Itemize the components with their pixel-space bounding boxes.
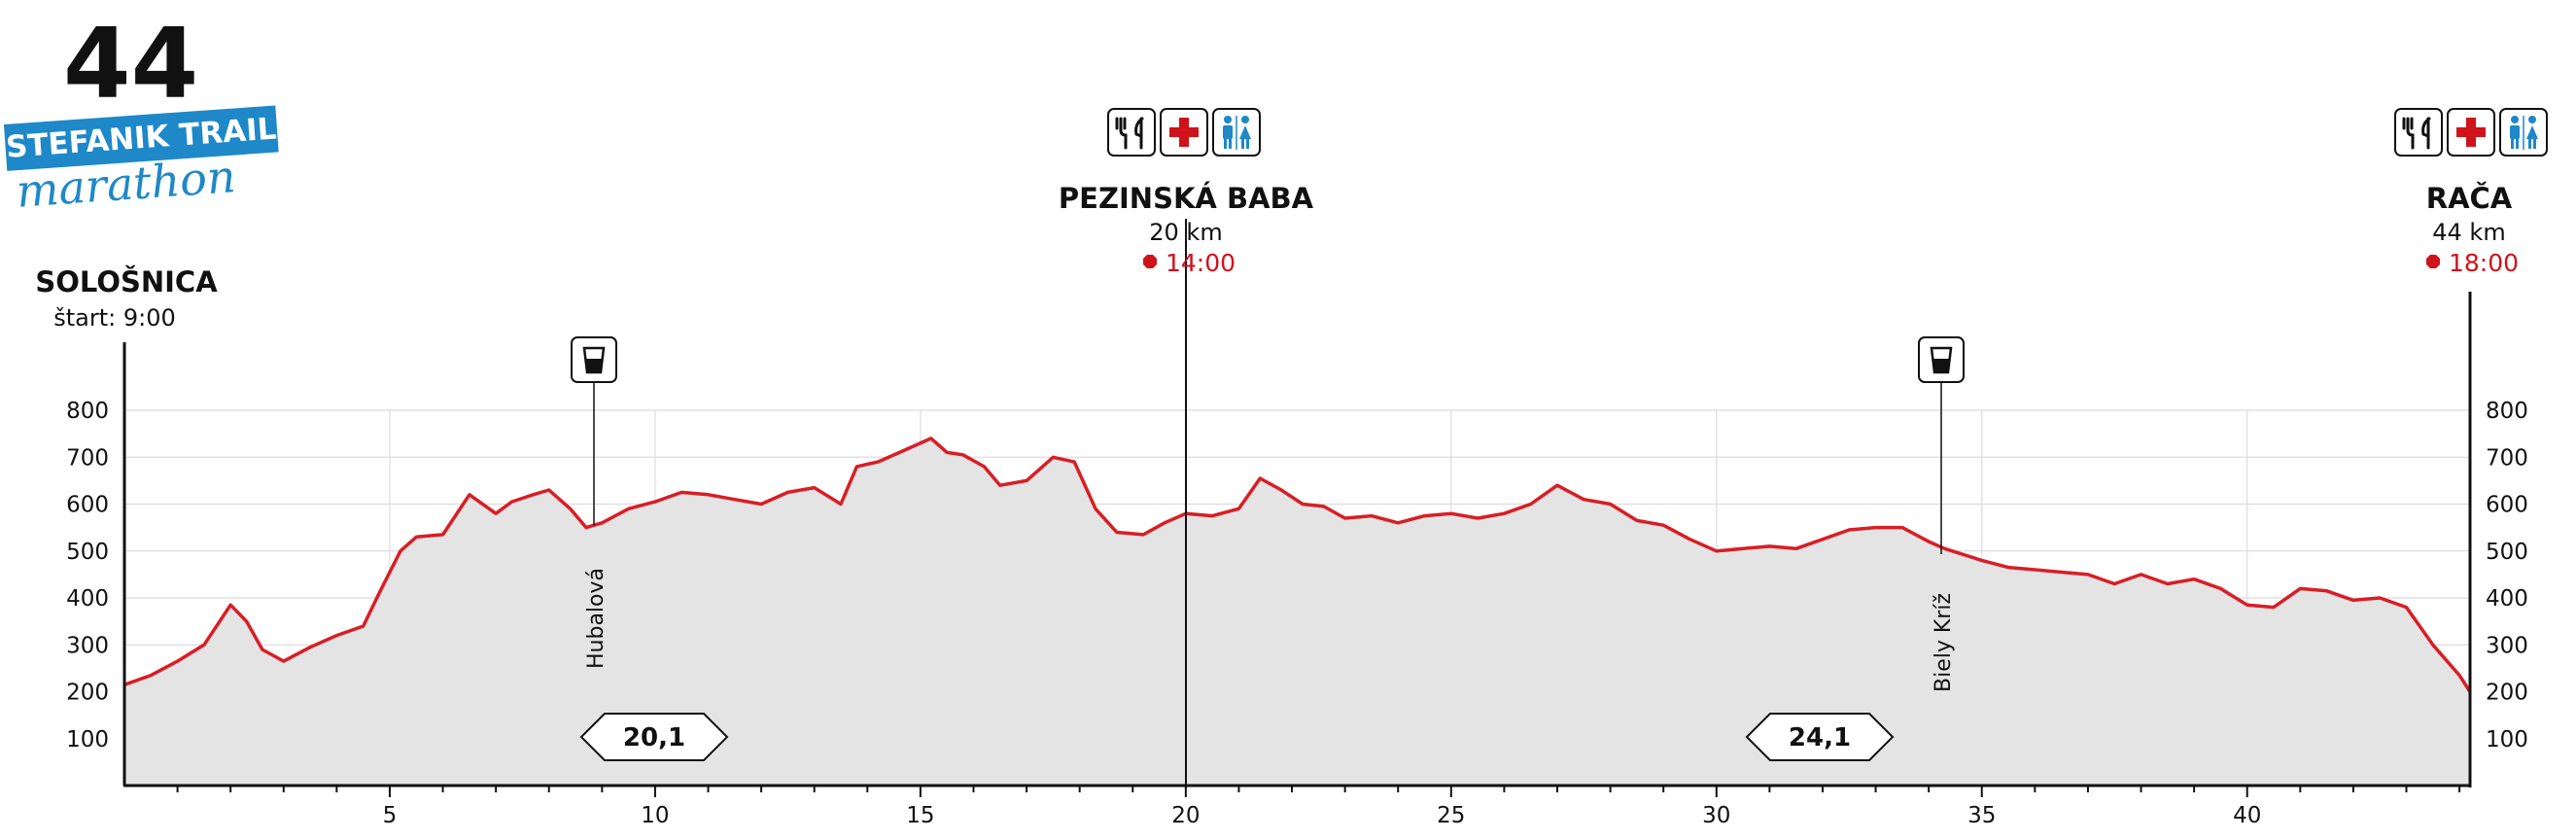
checkpoint-distance: 20 km	[1149, 219, 1222, 246]
cutlery-icon	[2394, 108, 2443, 157]
y-tick-label: 200	[66, 681, 109, 706]
x-tick-label: 5	[383, 803, 398, 828]
waterpoint-hubalova: Hubalová	[571, 336, 617, 669]
x-axis-ticks: 5 10 15 20 25 30 35 40	[176, 786, 2461, 828]
water-cup-icon	[571, 336, 617, 383]
y-axis-left-ticks: 100 200 300 400 500 600 700 800	[66, 399, 109, 752]
y-tick-label: 400	[2486, 586, 2528, 612]
checkpoint-pezinska-baba: PEZINSKÁ BABA 20 km 14:00	[1059, 108, 1314, 788]
event-logo: 44 STEFANIK TRAIL marathon	[3, 7, 279, 218]
y-tick-label: 700	[2486, 445, 2528, 471]
x-tick-label: 30	[1702, 803, 1730, 828]
segment-distance-badge: 24,1	[1745, 713, 1895, 761]
checkpoint-name: PEZINSKÁ BABA	[1059, 182, 1314, 215]
x-tick-label: 15	[906, 803, 934, 828]
toilet-icon	[1212, 108, 1261, 157]
x-tick-label: 20	[1171, 803, 1200, 828]
toilet-icon	[2499, 108, 2548, 157]
checkpoint-distance: 44 km	[2432, 219, 2505, 246]
y-tick-label: 300	[66, 633, 109, 658]
y-tick-label: 800	[66, 399, 109, 424]
y-tick-label: 500	[2486, 540, 2528, 565]
checkpoint-icons	[1107, 108, 1261, 157]
y-tick-label: 600	[2486, 493, 2528, 518]
cutoff-stop-icon	[2426, 255, 2440, 268]
y-tick-label: 500	[66, 540, 109, 565]
y-tick-label: 200	[2486, 681, 2528, 706]
y-tick-label: 800	[2486, 399, 2528, 424]
x-tick-label: 35	[1967, 803, 1996, 828]
y-tick-label: 100	[2486, 727, 2528, 752]
y-axis-right-ticks: 100 200 300 400 500 600 700 800	[2486, 399, 2528, 752]
start-time: štart: 9:00	[53, 304, 176, 332]
checkpoint-name: RAČA	[2426, 182, 2513, 215]
waterpoint-biely-kriz: Biely Kríž	[1918, 336, 1965, 692]
y-tick-label: 600	[66, 493, 109, 518]
x-tick-label: 10	[641, 803, 669, 828]
segment-distance-label: 24,1	[1789, 723, 1851, 752]
y-tick-label: 700	[66, 445, 109, 471]
waterpoint-label: Biely Kríž	[1932, 593, 1956, 692]
water-cup-icon	[1918, 336, 1965, 383]
x-tick-label: 25	[1437, 803, 1465, 828]
first-aid-icon	[2447, 108, 2495, 157]
checkpoint-cutoff: 14:00	[1166, 249, 1236, 277]
first-aid-icon	[1160, 108, 1208, 157]
x-tick-label: 40	[2233, 803, 2261, 828]
segment-distance-label: 20,1	[623, 723, 685, 752]
elevation-line	[123, 437, 2472, 693]
logo-number: 44	[63, 7, 198, 121]
cutoff-stop-icon	[1143, 255, 1157, 268]
start-name: SOLOŠNICA	[35, 265, 218, 298]
checkpoint-cutoff: 18:00	[2449, 249, 2519, 277]
checkpoint-icons	[2394, 108, 2548, 157]
cutlery-icon	[1107, 108, 1156, 157]
y-tick-label: 400	[66, 586, 109, 612]
segment-distance-badge: 20,1	[579, 713, 729, 761]
y-tick-label: 300	[2486, 633, 2528, 658]
checkpoint-raca: RAČA 44 km 18:00	[2394, 108, 2548, 788]
waterpoint-label: Hubalová	[584, 568, 609, 669]
logo-band	[3, 105, 279, 171]
y-tick-label: 100	[66, 727, 109, 752]
elevation-area	[124, 438, 2470, 786]
